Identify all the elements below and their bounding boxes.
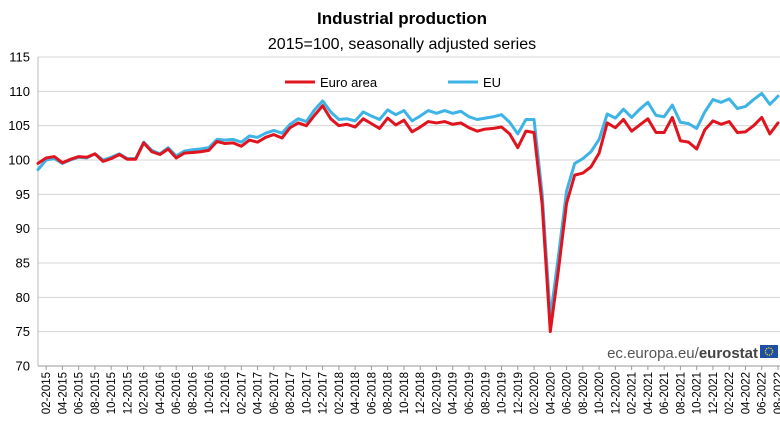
y-tick-label-95: 95 (16, 187, 30, 202)
y-tick-label-75: 75 (16, 324, 30, 339)
y-tick-label-100: 100 (8, 153, 30, 168)
legend-label-eu: EU (483, 75, 501, 90)
x-tick-label-06-2018: 06-2018 (366, 372, 378, 414)
x-tick-label-08-2015: 08-2015 (90, 372, 102, 414)
x-tick-label-08-2017: 08-2017 (285, 372, 297, 414)
x-tick-label-10-2018: 10-2018 (399, 372, 411, 414)
y-axis-ticks: 70 75 80 85 90 95 100 105 110 115 (8, 50, 30, 374)
y-tick-label-80: 80 (16, 290, 30, 305)
source-credit: ec.europa.eu/eurostat (607, 345, 778, 362)
y-tick-label-85: 85 (16, 256, 30, 271)
legend: Euro area EU (285, 75, 501, 90)
x-tick-label-08-2018: 08-2018 (383, 372, 395, 414)
x-tick-label-12-2017: 12-2017 (318, 372, 330, 414)
x-tick-label-08-2016: 08-2016 (188, 372, 200, 414)
x-tick-label-02-2022: 02-2022 (724, 372, 736, 414)
x-tick-label-04-2018: 04-2018 (350, 372, 362, 414)
x-tick-label-02-2016: 02-2016 (139, 372, 151, 414)
x-tick-label-10-2016: 10-2016 (204, 372, 216, 414)
x-tick-label-04-2022: 04-2022 (740, 372, 752, 414)
x-tick-label-06-2016: 06-2016 (171, 372, 183, 414)
x-tick-label-02-2018: 02-2018 (334, 372, 346, 414)
x-tick-label-02-2019: 02-2019 (431, 372, 443, 414)
x-tick-label-04-2019: 04-2019 (448, 372, 460, 414)
x-tick-label-10-2015: 10-2015 (106, 372, 118, 414)
x-tick-label-08-2021: 08-2021 (675, 372, 687, 414)
x-tick-label-06-2015: 06-2015 (74, 372, 86, 414)
x-tick-label-10-2021: 10-2021 (692, 372, 704, 414)
x-tick-label-12-2020: 12-2020 (610, 372, 622, 414)
x-tick-label-12-2021: 12-2021 (708, 372, 720, 414)
y-grid (38, 56, 780, 333)
y-tick-label-115: 115 (9, 50, 30, 65)
x-tick-label-02-2021: 02-2021 (627, 372, 639, 414)
x-tick-label-06-2020: 06-2020 (562, 372, 574, 414)
y-tick-label-90: 90 (16, 221, 30, 236)
source-prefix: ec.europa.eu/ (607, 345, 700, 362)
x-tick-label-04-2015: 04-2015 (57, 372, 69, 414)
legend-label-euro-area: Euro area (320, 75, 378, 90)
x-tick-label-02-2017: 02-2017 (236, 372, 248, 414)
x-tick-label-10-2019: 10-2019 (497, 372, 509, 414)
chart-title: Industrial production (317, 9, 487, 28)
x-tick-label-10-2017: 10-2017 (301, 372, 313, 414)
x-axis-ticks: 02-2015 04-2015 06-2015 08-2015 10-2015 12-20… (41, 366, 780, 414)
x-tick-label-04-2017: 04-2017 (253, 372, 265, 414)
chart-subtitle: 2015=100, seasonally adjusted series (268, 36, 536, 53)
x-tick-label-04-2020: 04-2020 (545, 372, 557, 414)
series-lines (36, 91, 780, 334)
x-tick-label-10-2020: 10-2020 (594, 372, 606, 414)
x-tick-label-12-2015: 12-2015 (122, 372, 134, 414)
x-tick-label-08-2019: 08-2019 (480, 372, 492, 414)
x-tick-label-12-2018: 12-2018 (415, 372, 427, 414)
x-tick-label-08-2020: 08-2020 (578, 372, 590, 414)
x-tick-label-08-2022: 08-2022 (773, 372, 780, 414)
x-tick-label-02-2020: 02-2020 (529, 372, 541, 414)
x-tick-label-06-2019: 06-2019 (464, 372, 476, 414)
x-tick-label-06-2022: 06-2022 (757, 372, 769, 414)
eu-flag-icon (760, 345, 778, 358)
y-tick-label-70: 70 (16, 359, 30, 374)
x-tick-label-12-2019: 12-2019 (513, 372, 525, 414)
y-tick-label-105: 105 (8, 118, 30, 133)
y-tick-label-110: 110 (9, 84, 30, 99)
x-tick-label-12-2016: 12-2016 (220, 372, 232, 414)
x-tick-label-02-2015: 02-2015 (41, 372, 53, 414)
source-brand: eurostat (699, 345, 758, 362)
source-text: ec.europa.eu/eurostat (607, 345, 758, 362)
x-tick-label-06-2017: 06-2017 (269, 372, 281, 414)
x-tick-label-04-2016: 04-2016 (155, 372, 167, 414)
x-tick-label-04-2021: 04-2021 (643, 372, 655, 414)
series-line-euro-area (36, 104, 780, 334)
x-tick-label-06-2021: 06-2021 (659, 372, 671, 414)
